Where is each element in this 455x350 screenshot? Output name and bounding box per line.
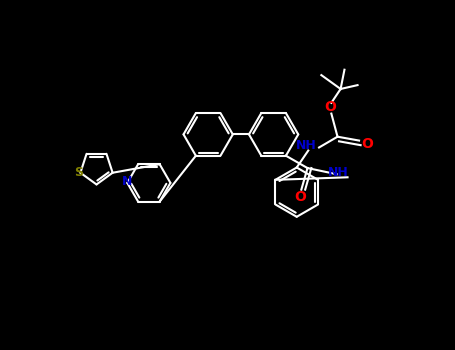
Text: NH: NH <box>296 139 317 153</box>
Text: O: O <box>324 100 336 114</box>
Text: NH: NH <box>328 166 349 179</box>
Text: O: O <box>361 136 373 150</box>
Text: N: N <box>122 175 132 188</box>
Text: O: O <box>294 190 306 204</box>
Text: S: S <box>74 166 83 179</box>
